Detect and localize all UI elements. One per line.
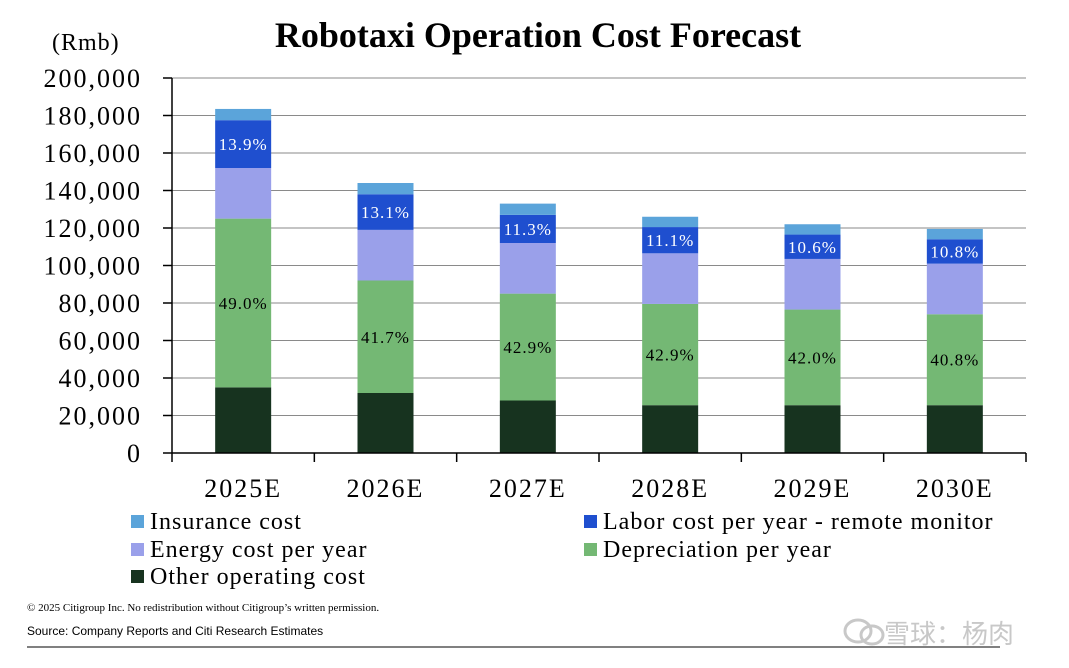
source-note: Source: Company Reports and Citi Researc… — [27, 624, 323, 638]
labor-share-label: 10.8% — [930, 242, 979, 261]
bar-segment-insurance — [499, 203, 556, 215]
bar-segment-energy — [215, 168, 272, 219]
watermark-text: 雪球：杨肉 — [884, 620, 1014, 650]
bar-segment-labor — [926, 239, 983, 264]
bar-segment-depreciation — [642, 303, 699, 406]
bar-segment-depreciation — [784, 309, 841, 406]
legend-entry: Other operating cost — [150, 564, 366, 590]
bar-segment-insurance — [784, 224, 841, 235]
legend-swatch — [131, 515, 144, 528]
legend-swatch — [131, 543, 144, 556]
y-tick-label: 100,000 — [44, 252, 143, 281]
labor-share-label: 13.9% — [219, 135, 268, 154]
y-tick-label: 140,000 — [44, 177, 143, 206]
legend-swatch — [584, 515, 597, 528]
bar-segment-labor — [499, 214, 556, 243]
x-tick-label: 2025E — [204, 474, 282, 503]
bar-segment-insurance — [642, 216, 699, 228]
data-labels: 49.0% 13.9% 41.7% 13.1% 42.9% 11.3% 42.9% 11.1%… — [219, 135, 979, 370]
labor-share-label: 10.6% — [788, 238, 837, 257]
watermark: 雪球：杨肉 — [843, 618, 1014, 650]
bar-segment-depreciation — [215, 218, 272, 388]
labor-share-label: 13.1% — [361, 203, 410, 222]
bar-segment-labor — [357, 194, 414, 230]
bar-segment-other — [926, 405, 983, 453]
bar-segment-depreciation — [499, 293, 556, 401]
bar-segment-other — [642, 405, 699, 453]
bar-segment-energy — [357, 229, 414, 281]
y-tick-label: 120,000 — [44, 214, 143, 243]
x-tick-label: 2030E — [916, 474, 994, 503]
bar-segment-energy — [499, 243, 556, 294]
bars — [215, 108, 983, 453]
bar-segment-labor — [642, 227, 699, 254]
depreciation-share-label: 40.8% — [930, 351, 979, 370]
y-tick-label: 80,000 — [59, 289, 143, 318]
legend-entry: Depreciation per year — [603, 537, 832, 563]
bar-segment-insurance — [926, 228, 983, 240]
y-axis-unit-label: (Rmb) — [52, 30, 120, 56]
legend-entry: Insurance cost — [150, 509, 302, 535]
y-tick-label: 160,000 — [44, 139, 143, 168]
legend-entry: Labor cost per year - remote monitor — [603, 509, 994, 535]
watermark-logo-icon — [843, 618, 885, 646]
y-tick-label: 40,000 — [59, 364, 143, 393]
x-axis-tick-labels: 2025E 2026E 2027E 2028E 2029E 2030E — [204, 474, 994, 503]
bar-segment-energy — [784, 258, 841, 310]
bar-segment-insurance — [357, 183, 414, 195]
x-tick-label: 2026E — [347, 474, 425, 503]
axes — [163, 77, 1027, 462]
labor-share-label: 11.3% — [504, 220, 552, 239]
y-axis-tick-labels: 0 20,000 40,000 60,000 80,000 100,000 120,000 1… — [44, 64, 143, 468]
legend-entry: Energy cost per year — [150, 537, 367, 563]
bar-segment-other — [499, 400, 556, 453]
depreciation-share-label: 42.9% — [646, 346, 695, 365]
bar-segment-depreciation — [357, 280, 414, 393]
bar-segment-other — [215, 387, 272, 453]
gridlines — [172, 77, 1026, 416]
y-tick-label: 60,000 — [59, 327, 143, 356]
labor-share-label: 11.1% — [646, 231, 694, 250]
bar-segment-labor — [215, 120, 272, 168]
bar-segment-energy — [642, 253, 699, 304]
bar-segment-depreciation — [926, 314, 983, 406]
x-tick-label: 2029E — [774, 474, 852, 503]
chart-title: Robotaxi Operation Cost Forecast — [275, 15, 801, 55]
legend-swatch — [131, 570, 144, 583]
bar-segment-insurance — [215, 108, 272, 121]
bar-segment-other — [357, 393, 414, 453]
depreciation-share-label: 42.0% — [788, 348, 837, 367]
bar-segment-other — [784, 405, 841, 453]
depreciation-share-label: 41.7% — [361, 328, 410, 347]
x-tick-label: 2028E — [631, 474, 709, 503]
y-tick-label: 20,000 — [59, 402, 143, 431]
y-tick-label: 0 — [127, 439, 142, 468]
copyright-notice: © 2025 Citigroup Inc. No redistribution … — [27, 602, 379, 614]
y-tick-label: 200,000 — [44, 64, 143, 93]
y-tick-label: 180,000 — [44, 102, 143, 131]
bar-segment-labor — [784, 234, 841, 259]
legend: Insurance cost Labor cost per year - remo… — [131, 509, 994, 590]
bar-segment-energy — [926, 263, 983, 315]
legend-swatch — [584, 543, 597, 556]
depreciation-share-label: 49.0% — [219, 294, 268, 313]
depreciation-share-label: 42.9% — [503, 338, 552, 357]
x-tick-label: 2027E — [489, 474, 567, 503]
